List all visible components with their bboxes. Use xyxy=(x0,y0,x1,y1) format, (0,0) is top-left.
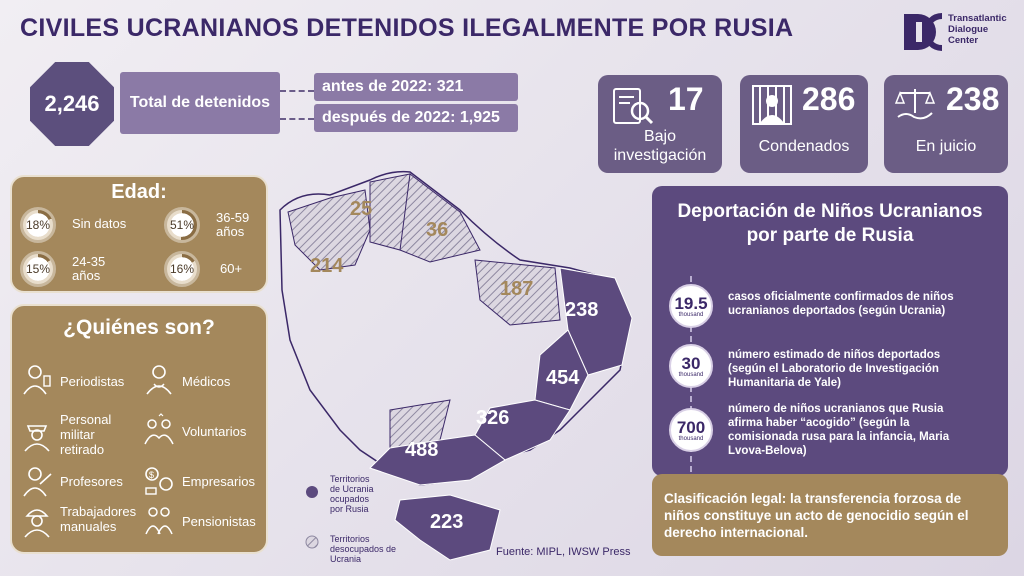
source-note: Fuente: MIPL, IWSW Press xyxy=(496,546,631,558)
who-title: ¿Quiénes son? xyxy=(63,316,215,339)
who-item: Personal militar retirado xyxy=(60,412,112,457)
stat-investigation-label: Bajo investigación xyxy=(613,128,707,164)
deport-count-circle: 700 thousand xyxy=(669,408,713,452)
legend-deoccupied: Territorios desocupados de Ucrania xyxy=(330,534,397,564)
journalist-icon xyxy=(23,365,51,395)
who-item: Voluntarios xyxy=(182,424,247,439)
doctor-icon xyxy=(146,365,172,395)
legend-deoccupied-marker xyxy=(305,535,319,549)
age-label: 24-35 años xyxy=(72,254,106,283)
military-icon xyxy=(24,425,50,452)
who-panel: ¿Quiénes son? Periodistas Personal milita… xyxy=(10,304,268,554)
worker-icon xyxy=(24,509,50,538)
age-label: 60+ xyxy=(220,261,243,276)
connector-after xyxy=(280,118,314,120)
ukraine-map: 25 36 214 187 238 454 326 488 223 xyxy=(279,170,633,561)
prison-icon xyxy=(752,85,792,125)
map-value-label: 326 xyxy=(476,407,509,429)
deport-count-circle: 30 thousand xyxy=(669,344,713,388)
legend-occupied-marker xyxy=(306,486,318,498)
deportation-title: Deportación de Niños Ucranianos por parte… xyxy=(677,201,983,246)
teacher-icon xyxy=(23,467,52,497)
volunteer-icon xyxy=(144,413,174,445)
age-label: 36-59 años xyxy=(216,210,250,239)
stat-trial-label: En juicio xyxy=(915,138,977,155)
map-occupied-region xyxy=(394,494,501,561)
connector-before xyxy=(280,90,314,92)
stat-convicted-value: 286 xyxy=(802,81,856,117)
total-label: Total de detenidos xyxy=(120,72,280,134)
map-occupied-region xyxy=(369,434,506,486)
who-item: Periodistas xyxy=(60,374,125,389)
age-ring: 15% xyxy=(20,251,56,287)
age-ring: 51% xyxy=(164,207,200,243)
deport-count-circle: 19.5 thousand xyxy=(669,284,713,328)
logo-text: Transatlantic Dialogue Center xyxy=(948,13,1007,46)
stat-investigation: 17 Bajo investigación xyxy=(598,75,722,173)
business-icon: $ xyxy=(145,467,173,495)
map-value-label: 454 xyxy=(546,367,580,389)
map-value-label: 187 xyxy=(500,278,533,300)
who-item: Trabajadores manuales xyxy=(60,504,137,534)
deport-text: número estimado de niños deportados (segú… xyxy=(728,349,941,389)
stat-investigation-value: 17 xyxy=(668,81,704,117)
pensioner-icon xyxy=(145,507,173,535)
age-title: Edad: xyxy=(111,181,167,203)
after-2022: después de 2022: 1,925 xyxy=(314,104,518,132)
stat-trial: 238 En juicio xyxy=(884,75,1008,173)
age-ring: 18% xyxy=(20,207,56,243)
scales-icon xyxy=(894,89,936,120)
deport-text: casos oficialmente confirmados de niños u… xyxy=(728,291,954,317)
map-value-label: 223 xyxy=(430,511,463,533)
who-item: Pensionistas xyxy=(182,514,256,529)
who-item: Médicos xyxy=(182,374,231,389)
age-label: Sin datos xyxy=(72,216,127,231)
total-value: 2,246 xyxy=(30,62,114,146)
deport-text: número de niños ucranianos que Rusia afir… xyxy=(728,403,950,457)
page-title: CIVILES UCRANIANOS DETENIDOS ILEGALMENTE… xyxy=(20,14,794,42)
map-value-label: 488 xyxy=(405,439,438,461)
stat-convicted: 286 Condenados xyxy=(740,75,868,173)
map-value-label: 214 xyxy=(310,255,344,277)
stat-trial-value: 238 xyxy=(946,81,1000,117)
age-ring: 16% xyxy=(164,251,200,287)
investigation-icon xyxy=(613,88,654,125)
deportation-panel: Deportación de Niños Ucranianos por parte… xyxy=(652,186,1008,476)
logo-icon xyxy=(904,13,943,51)
map-value-label: 36 xyxy=(426,219,448,241)
age-panel: Edad: 18% Sin datos 51% 36-59 años 15% 24… xyxy=(10,175,268,293)
legal-classification: Clasificación legal: la transferencia fo… xyxy=(652,474,1008,556)
before-2022: antes de 2022: 321 xyxy=(314,73,518,101)
who-item: Profesores xyxy=(60,474,123,489)
stat-convicted-label: Condenados xyxy=(758,138,850,155)
legend-occupied: Territorios de Ucrania ocupados por Rusia xyxy=(330,474,374,514)
map-deoccupied-region xyxy=(399,173,481,263)
svg-text:$: $ xyxy=(149,470,154,480)
map-value-label: 25 xyxy=(350,198,372,220)
map-value-label: 238 xyxy=(565,299,598,321)
map-deoccupied-region xyxy=(287,189,371,271)
who-item: Empresarios xyxy=(182,474,255,489)
map-deoccupied-region xyxy=(474,259,561,326)
